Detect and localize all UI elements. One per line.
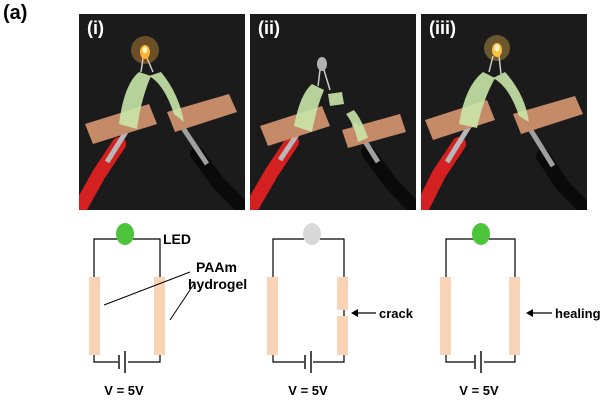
led-icon <box>303 223 321 245</box>
led-label: LED <box>163 231 191 247</box>
hydrogel-strip <box>154 277 165 355</box>
photo-i: (i) <box>79 14 245 210</box>
pointer-line <box>103 271 191 306</box>
hydrogel-strip <box>267 277 278 355</box>
voltage-label: V = 5V <box>459 383 499 398</box>
crack-arrow-head <box>351 309 358 317</box>
voltage-label: V = 5V <box>288 383 328 398</box>
healing-arrow-head <box>526 309 533 317</box>
hydrogel-strip <box>337 277 348 310</box>
pointer-line <box>169 283 195 321</box>
photo-iii-illustration <box>421 14 587 210</box>
circuit-healed <box>440 223 552 373</box>
photo-label: (i) <box>87 18 104 38</box>
photo-i-illustration <box>79 14 245 210</box>
circuit-crack <box>267 223 376 373</box>
healing-label: healing <box>555 306 600 321</box>
hydrogel-strip <box>89 277 100 355</box>
photo-label: (iii) <box>429 18 456 38</box>
photo-ii-illustration <box>250 14 416 210</box>
led-icon <box>472 223 490 245</box>
hydrogel-strip <box>337 316 348 355</box>
hydrogel-label: hydrogel <box>188 276 247 292</box>
voltage-label: V = 5V <box>104 383 144 398</box>
photo-iii: (iii) <box>421 14 587 210</box>
photo-ii: (ii) <box>250 14 416 210</box>
hydrogel-strip <box>440 277 451 355</box>
hydrogel-strip <box>509 277 520 355</box>
circuit-intact <box>89 223 195 373</box>
photo-label: (ii) <box>258 18 280 38</box>
panel-label: (a) <box>3 2 28 24</box>
led-icon <box>116 223 134 245</box>
crack-label: crack <box>379 306 414 321</box>
paam-label: PAAm <box>196 259 237 275</box>
